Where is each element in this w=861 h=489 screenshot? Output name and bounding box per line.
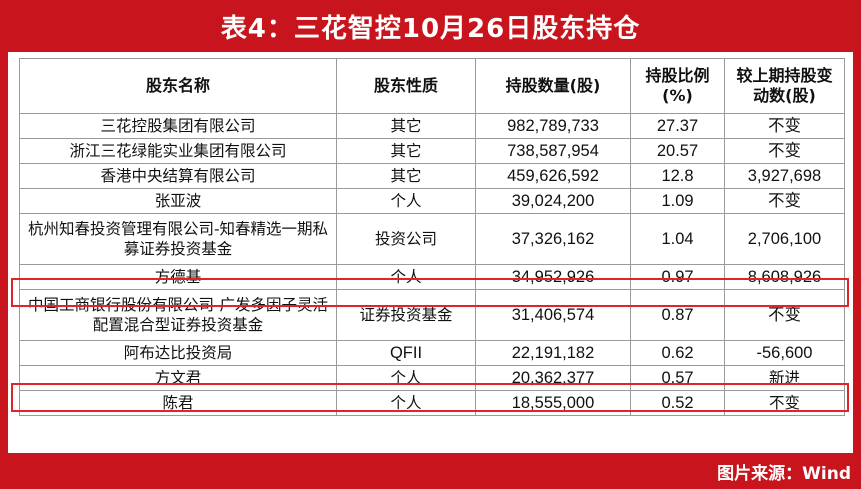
cell-type: 个人 [336, 390, 476, 416]
cell-ratio: 12.8 [630, 163, 725, 189]
cell-ratio: 20.57 [630, 138, 725, 164]
table-row-highlighted: 方德基 个人 34,952,926 0.97 8,608,926 [19, 264, 845, 290]
header-share-count: 持股数量(股) [475, 58, 631, 114]
cell-name: 张亚波 [19, 188, 337, 214]
cell-name: 三花控股集团有限公司 [19, 113, 337, 139]
cell-change: 3,927,698 [724, 163, 845, 189]
cell-shares: 22,191,182 [475, 340, 631, 366]
cell-type: 其它 [336, 138, 476, 164]
page-title: 表4：三花智控10月26日股东持仓 [220, 13, 641, 44]
table-row: 香港中央结算有限公司 其它 459,626,592 12.8 3,927,698 [19, 163, 845, 189]
cell-ratio: 0.62 [630, 340, 725, 366]
cell-shares: 738,587,954 [475, 138, 631, 164]
table-row: 杭州知春投资管理有限公司-知春精选一期私募证券投资基金 投资公司 37,326,… [19, 213, 845, 265]
table-row: 中国工商银行股份有限公司-广发多因子灵活配置混合型证券投资基金 证券投资基金 3… [19, 289, 845, 341]
cell-shares: 459,626,592 [475, 163, 631, 189]
cell-change: 不变 [724, 113, 845, 139]
header-shareholder-name: 股东名称 [19, 58, 337, 114]
table-row: 浙江三花绿能实业集团有限公司 其它 738,587,954 20.57 不变 [19, 138, 845, 164]
cell-name: 方文君 [19, 365, 337, 391]
cell-ratio: 0.52 [630, 390, 725, 416]
cell-shares: 31,406,574 [475, 289, 631, 341]
cell-shares: 37,326,162 [475, 213, 631, 265]
cell-change: 不变 [724, 289, 845, 341]
header-shareholder-type: 股东性质 [336, 58, 476, 114]
table-row-highlighted: 方文君 个人 20,362,377 0.57 新进 [19, 365, 845, 391]
cell-shares: 982,789,733 [475, 113, 631, 139]
table-row: 阿布达比投资局 QFII 22,191,182 0.62 -56,600 [19, 340, 845, 366]
cell-type: 个人 [336, 264, 476, 290]
header-change-vs-previous: 较上期持股变 动数(股) [724, 58, 845, 114]
table-row: 张亚波 个人 39,024,200 1.09 不变 [19, 188, 845, 214]
cell-change: 不变 [724, 188, 845, 214]
cell-shares: 39,024,200 [475, 188, 631, 214]
cell-change: 不变 [724, 138, 845, 164]
cell-ratio: 0.57 [630, 365, 725, 391]
cell-shares: 34,952,926 [475, 264, 631, 290]
table-panel: 股东名称 股东性质 持股数量(股) 持股比例 (%) 较上期持股变 动数(股) … [8, 52, 853, 453]
cell-type: 其它 [336, 113, 476, 139]
cell-change: 新进 [724, 365, 845, 391]
cell-name: 浙江三花绿能实业集团有限公司 [19, 138, 337, 164]
cell-change: 8,608,926 [724, 264, 845, 290]
cell-change: 不变 [724, 390, 845, 416]
cell-ratio: 27.37 [630, 113, 725, 139]
source-caption: 图片来源：Wind [717, 463, 851, 484]
cell-ratio: 0.97 [630, 264, 725, 290]
header-share-ratio: 持股比例 (%) [630, 58, 725, 114]
cell-type: 其它 [336, 163, 476, 189]
cell-type: 投资公司 [336, 213, 476, 265]
cell-change: -56,600 [724, 340, 845, 366]
cell-change: 2,706,100 [724, 213, 845, 265]
cell-name: 方德基 [19, 264, 337, 290]
cell-type: 个人 [336, 188, 476, 214]
table-row: 陈君 个人 18,555,000 0.52 不变 [19, 390, 845, 416]
cell-type: 证券投资基金 [336, 289, 476, 341]
cell-name: 杭州知春投资管理有限公司-知春精选一期私募证券投资基金 [19, 213, 337, 265]
cell-ratio: 0.87 [630, 289, 725, 341]
shareholder-table: 股东名称 股东性质 持股数量(股) 持股比例 (%) 较上期持股变 动数(股) … [19, 58, 845, 416]
cell-name: 中国工商银行股份有限公司-广发多因子灵活配置混合型证券投资基金 [19, 289, 337, 341]
cell-ratio: 1.04 [630, 213, 725, 265]
cell-shares: 18,555,000 [475, 390, 631, 416]
cell-type: 个人 [336, 365, 476, 391]
cell-name: 陈君 [19, 390, 337, 416]
cell-ratio: 1.09 [630, 188, 725, 214]
cell-name: 香港中央结算有限公司 [19, 163, 337, 189]
table-header-row: 股东名称 股东性质 持股数量(股) 持股比例 (%) 较上期持股变 动数(股) [19, 58, 845, 114]
table-row: 三花控股集团有限公司 其它 982,789,733 27.37 不变 [19, 113, 845, 139]
cell-shares: 20,362,377 [475, 365, 631, 391]
cell-name: 阿布达比投资局 [19, 340, 337, 366]
cell-type: QFII [336, 340, 476, 366]
